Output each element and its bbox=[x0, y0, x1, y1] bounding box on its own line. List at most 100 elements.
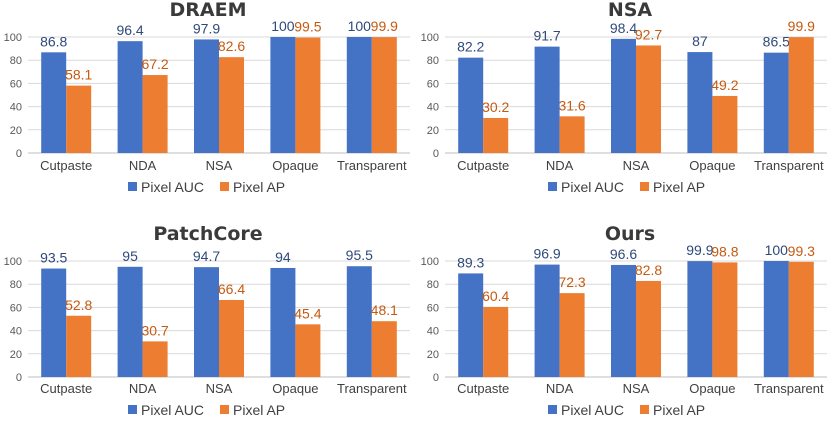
data-label: 82.6 bbox=[218, 38, 245, 54]
bar-pixel-ap bbox=[712, 262, 738, 377]
category-label: Cutpaste bbox=[40, 158, 92, 173]
y-tick-label: 80 bbox=[427, 55, 439, 67]
data-label: 45.4 bbox=[294, 305, 321, 321]
bar-pixel-auc bbox=[458, 273, 484, 377]
data-label: 99.9 bbox=[788, 18, 815, 34]
data-label: 97.9 bbox=[193, 20, 220, 36]
data-label: 96.4 bbox=[116, 22, 143, 38]
bar-pixel-auc bbox=[763, 52, 789, 153]
bar-pixel-ap bbox=[483, 306, 509, 377]
data-label: 98.4 bbox=[610, 20, 637, 36]
category-label: Opaque bbox=[272, 158, 318, 173]
bar-pixel-ap bbox=[788, 37, 814, 154]
bar-pixel-auc bbox=[117, 41, 143, 154]
bar-pixel-ap bbox=[295, 37, 321, 153]
bar-pixel-auc bbox=[611, 264, 636, 377]
bar-pixel-ap bbox=[219, 299, 244, 377]
data-label: 86.8 bbox=[40, 33, 67, 49]
category-label: NDA bbox=[129, 158, 157, 173]
bar-pixel-auc bbox=[458, 57, 484, 154]
data-label: 96.6 bbox=[610, 246, 637, 262]
chart-panel-draem: DRAEM 0 20 40 60 80 100 86.8 58.1 Cutpaste 96.4 67.… bbox=[4, 0, 410, 195]
bar-pixel-ap bbox=[66, 85, 92, 153]
y-tick-label: 20 bbox=[10, 125, 22, 137]
chart-panel-nsa: NSA 0 20 40 60 80 100 82.2 30.2 Cutpaste 91.7 31.6 N… bbox=[421, 0, 827, 195]
y-tick-label: 20 bbox=[427, 125, 439, 137]
category-label: Cutpaste bbox=[457, 158, 509, 173]
y-tick-label: 20 bbox=[427, 349, 439, 361]
chart-panel-patchcore: PatchCore 0 20 40 60 80 100 93.5 52.8 Cutpaste 95 3… bbox=[4, 223, 410, 418]
bar-pixel-ap bbox=[712, 95, 738, 153]
category-label: Transparent bbox=[337, 158, 407, 173]
legend-swatch bbox=[220, 182, 229, 191]
legend-label: Pixel AP bbox=[653, 402, 705, 418]
y-tick-label: 40 bbox=[427, 326, 439, 338]
data-label: 100 bbox=[348, 18, 372, 34]
category-label: Transparent bbox=[754, 381, 824, 396]
category-label: Transparent bbox=[337, 381, 407, 396]
y-tick-label: 60 bbox=[427, 78, 439, 90]
data-label: 93.5 bbox=[40, 250, 67, 266]
y-tick-label: 80 bbox=[10, 279, 22, 291]
legend-label: Pixel AP bbox=[233, 179, 285, 195]
bar-pixel-auc bbox=[687, 261, 713, 377]
bar-pixel-ap bbox=[219, 57, 244, 153]
bar-pixel-ap bbox=[371, 37, 397, 154]
bar-pixel-auc bbox=[117, 266, 143, 377]
data-label: 60.4 bbox=[482, 288, 509, 304]
legend-label: Pixel AP bbox=[233, 402, 285, 418]
category-label: NDA bbox=[546, 381, 574, 396]
bar-pixel-ap bbox=[559, 293, 585, 377]
y-tick-label: 100 bbox=[421, 256, 439, 268]
data-label: 52.8 bbox=[65, 297, 92, 313]
data-label: 86.5 bbox=[763, 34, 790, 50]
bar-pixel-auc bbox=[687, 52, 713, 153]
legend-swatch bbox=[128, 405, 137, 414]
y-tick-label: 100 bbox=[4, 256, 22, 268]
data-label: 49.2 bbox=[711, 77, 738, 93]
chart-title: PatchCore bbox=[153, 223, 262, 245]
chart-title: DRAEM bbox=[170, 0, 247, 21]
y-tick-label: 0 bbox=[433, 148, 439, 160]
bar-pixel-ap bbox=[371, 321, 397, 377]
y-tick-label: 100 bbox=[4, 32, 22, 44]
category-label: Opaque bbox=[689, 158, 735, 173]
y-tick-label: 80 bbox=[427, 279, 439, 291]
category-label: NSA bbox=[206, 381, 233, 396]
bar-pixel-ap bbox=[295, 324, 321, 377]
data-label: 92.7 bbox=[635, 26, 662, 42]
category-label: Opaque bbox=[272, 381, 318, 396]
chart-title: Ours bbox=[605, 223, 655, 245]
legend-swatch bbox=[548, 182, 557, 191]
bar-pixel-auc bbox=[194, 267, 219, 377]
data-label: 72.3 bbox=[558, 274, 585, 290]
legend-swatch bbox=[640, 182, 649, 191]
data-label: 94 bbox=[275, 249, 291, 265]
bar-pixel-auc bbox=[346, 266, 372, 377]
bar-pixel-ap bbox=[636, 45, 661, 153]
y-tick-label: 20 bbox=[10, 349, 22, 361]
chart-title: NSA bbox=[608, 0, 653, 21]
data-label: 48.1 bbox=[371, 302, 398, 318]
y-tick-label: 40 bbox=[10, 326, 22, 338]
bar-pixel-ap bbox=[559, 116, 585, 153]
bar-pixel-auc bbox=[611, 38, 636, 153]
y-tick-label: 0 bbox=[433, 372, 439, 384]
data-label: 99.9 bbox=[371, 18, 398, 34]
legend-swatch bbox=[548, 405, 557, 414]
bar-pixel-auc bbox=[41, 268, 67, 377]
data-label: 96.9 bbox=[533, 246, 560, 262]
bar-pixel-auc bbox=[270, 37, 296, 153]
data-label: 98.8 bbox=[711, 243, 738, 259]
bar-pixel-auc bbox=[270, 267, 296, 377]
data-label: 99.5 bbox=[294, 19, 321, 35]
data-label: 58.1 bbox=[65, 67, 92, 83]
y-tick-label: 80 bbox=[10, 55, 22, 67]
category-label: NDA bbox=[129, 381, 157, 396]
data-label: 82.8 bbox=[635, 262, 662, 278]
y-tick-label: 0 bbox=[16, 372, 22, 384]
chart-panel-ours: Ours 0 20 40 60 80 100 89.3 60.4 Cutpaste 96.9 72.3… bbox=[421, 223, 827, 418]
category-label: NSA bbox=[623, 381, 650, 396]
category-label: NSA bbox=[623, 158, 650, 173]
